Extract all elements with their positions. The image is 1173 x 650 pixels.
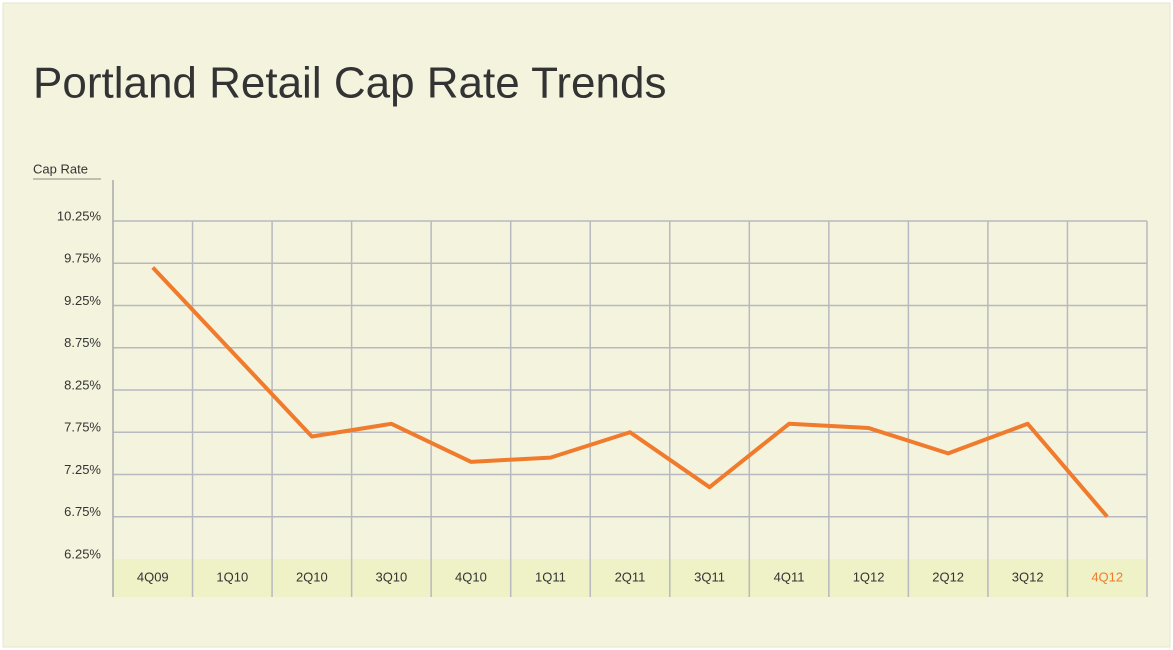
x-tick-label: 4Q10: [455, 569, 487, 584]
y-axis-label: Cap Rate: [33, 161, 88, 176]
y-tick-label: 6.25%: [64, 546, 101, 561]
x-tick-label: 2Q11: [615, 569, 646, 584]
chart-title: Portland Retail Cap Rate Trends: [33, 59, 666, 108]
y-tick-label: 6.75%: [64, 504, 101, 519]
line: [151, 266, 1109, 519]
x-tick-label: 4Q11: [774, 569, 805, 584]
x-tick-label: 1Q11: [535, 569, 566, 584]
x-tick-label: 3Q12: [1012, 569, 1044, 584]
x-tick-label: 2Q12: [932, 569, 964, 584]
y-tick-label: 8.75%: [64, 335, 101, 350]
y-tick-label: 10.25%: [57, 208, 102, 223]
x-tick-label: 4Q12: [1091, 569, 1123, 584]
x-tick-label: 4Q09: [137, 569, 169, 584]
x-tick-label: 2Q10: [296, 569, 328, 584]
y-tick-label: 9.25%: [64, 293, 101, 308]
y-tick-label: 7.75%: [64, 420, 101, 435]
x-tick-label: 3Q10: [375, 569, 407, 584]
x-tick-label: 1Q10: [216, 569, 248, 584]
x-tick-label: 3Q11: [694, 569, 725, 584]
y-tick-label: 7.25%: [64, 462, 101, 477]
y-tick-label: 8.25%: [64, 377, 101, 392]
y-tick-label: 9.75%: [64, 251, 101, 266]
category-band: [113, 559, 1147, 597]
x-tick-label: 1Q12: [853, 569, 885, 584]
